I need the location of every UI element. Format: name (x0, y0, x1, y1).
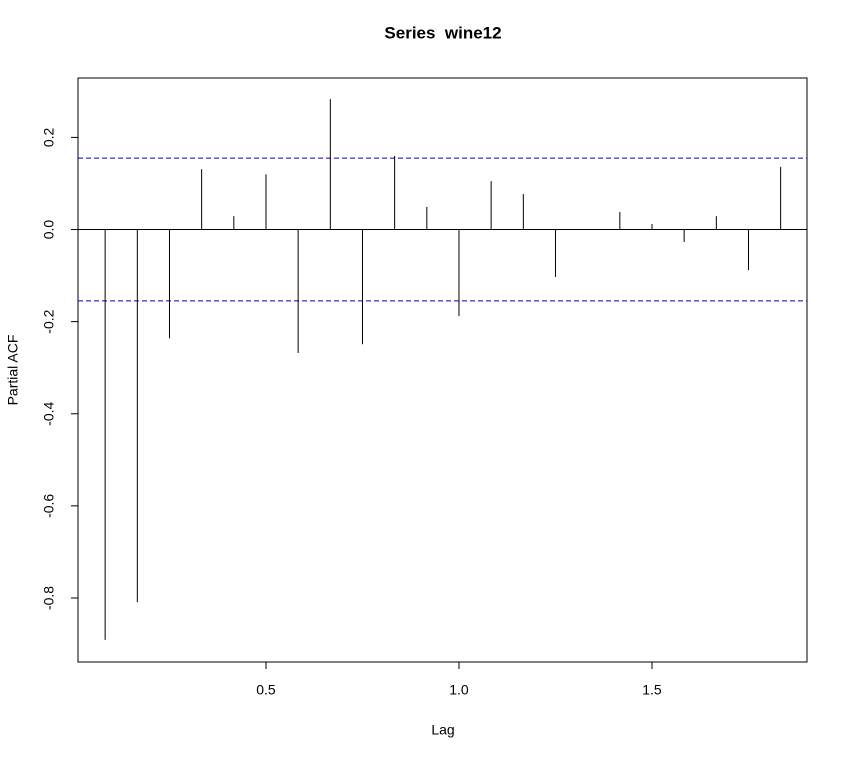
y-tick-label: 0.0 (41, 220, 57, 240)
y-tick-label: -0.2 (41, 309, 57, 333)
x-tick-label: 1.5 (642, 682, 662, 698)
plot-frame (77, 77, 808, 663)
y-tick-label: 0.2 (41, 127, 57, 147)
x-axis-label: Lag (431, 722, 454, 738)
x-tick-label: 0.5 (256, 682, 276, 698)
y-tick-label: -0.4 (41, 401, 57, 425)
x-tick-label: 1.0 (449, 682, 469, 698)
y-axis-label: Partial ACF (5, 335, 21, 406)
y-tick-label: -0.8 (41, 586, 57, 610)
y-tick-label: -0.6 (41, 494, 57, 518)
chart-title: Series wine12 (384, 23, 501, 42)
